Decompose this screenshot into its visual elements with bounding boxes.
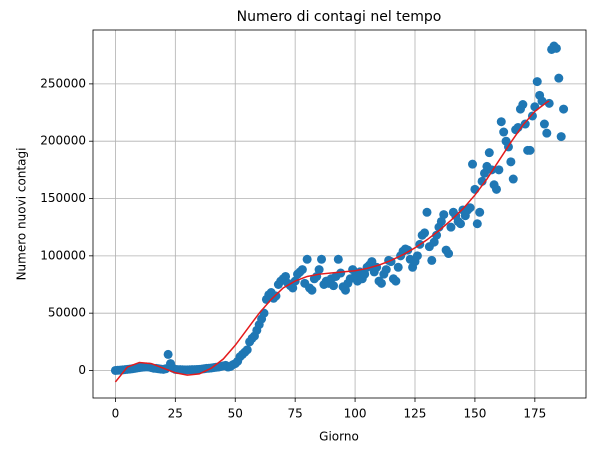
x-tick-label: 175 <box>523 407 546 421</box>
scatter-point <box>360 269 370 279</box>
scatter-point <box>436 216 446 226</box>
scatter-point <box>403 245 413 255</box>
scatter-point <box>340 285 350 295</box>
scatter-point <box>559 104 569 114</box>
scatter-point <box>465 203 475 213</box>
plot-frame <box>92 29 587 399</box>
scatter-point <box>472 219 482 229</box>
scatter-point <box>456 219 466 229</box>
y-axis-label: Numero nuovi contagi <box>15 148 29 281</box>
scatter-point <box>391 276 401 286</box>
scatter-point <box>420 228 430 238</box>
scatter-point <box>333 254 343 264</box>
scatter-point <box>242 345 252 355</box>
scatter-point <box>336 268 346 278</box>
scatter-point <box>432 230 442 240</box>
scatter-point <box>381 265 391 275</box>
scatter-point <box>429 237 439 247</box>
x-axis-label: Giorno <box>319 430 359 444</box>
scatter-point <box>444 249 454 259</box>
scatter-point <box>527 111 537 121</box>
chart-title: Numero di contagi nel tempo <box>237 9 442 25</box>
scatter-point <box>556 132 566 142</box>
scatter-point <box>491 184 501 194</box>
scatter-point <box>163 349 173 359</box>
scatter-point <box>551 43 561 53</box>
y-tick-label: 200000 <box>40 134 86 148</box>
scatter-point <box>422 207 432 217</box>
scatter-point <box>329 281 339 291</box>
scatter-point <box>518 100 528 110</box>
fit-line <box>114 100 550 383</box>
scatter-point <box>539 119 549 129</box>
y-tick-label: 0 <box>78 363 86 377</box>
scatter-point <box>314 265 324 275</box>
scatter-point <box>496 117 506 127</box>
scatter-point <box>259 308 269 318</box>
scatter-point <box>525 145 535 155</box>
scatter-point <box>508 174 518 184</box>
scatter-point <box>393 262 403 272</box>
scatter-point <box>307 285 317 295</box>
x-tick-label: 100 <box>344 407 367 421</box>
scatter-point <box>480 168 489 178</box>
scatter-point <box>297 265 307 275</box>
x-tick-label: 0 <box>112 407 120 421</box>
scatter-point <box>470 184 480 194</box>
scatter-point <box>412 251 422 261</box>
scatter-point <box>554 73 564 83</box>
scatter-point <box>542 128 552 138</box>
scatter-point <box>484 148 494 158</box>
y-tick-label: 50000 <box>48 306 86 320</box>
x-tick-label: 125 <box>404 407 427 421</box>
scatter-point <box>530 102 540 112</box>
y-tick-label: 250000 <box>40 76 86 90</box>
scatter-point <box>468 159 478 169</box>
x-tick-label: 150 <box>463 407 486 421</box>
scatter-point <box>281 271 291 281</box>
scatter-point <box>520 119 530 129</box>
scatter-point <box>544 98 554 108</box>
scatter-point <box>475 207 485 217</box>
scatter-point <box>317 254 327 264</box>
scatter-point <box>376 278 386 288</box>
x-tick-label: 25 <box>168 407 183 421</box>
scatter-point <box>532 77 542 87</box>
y-tick-label: 150000 <box>40 191 86 205</box>
scatter-point <box>288 283 298 293</box>
x-tick-label: 50 <box>228 407 243 421</box>
scatter-point <box>446 222 456 232</box>
scatter-point <box>494 165 504 175</box>
scatter-point <box>506 157 516 167</box>
y-tick-label: 100000 <box>40 248 86 262</box>
x-tick-label: 75 <box>288 407 303 421</box>
scatter-point <box>302 254 312 264</box>
scatter-point <box>439 210 449 220</box>
scatter-point <box>427 255 437 265</box>
scatter-point <box>499 127 509 137</box>
scatter-point <box>271 291 281 301</box>
